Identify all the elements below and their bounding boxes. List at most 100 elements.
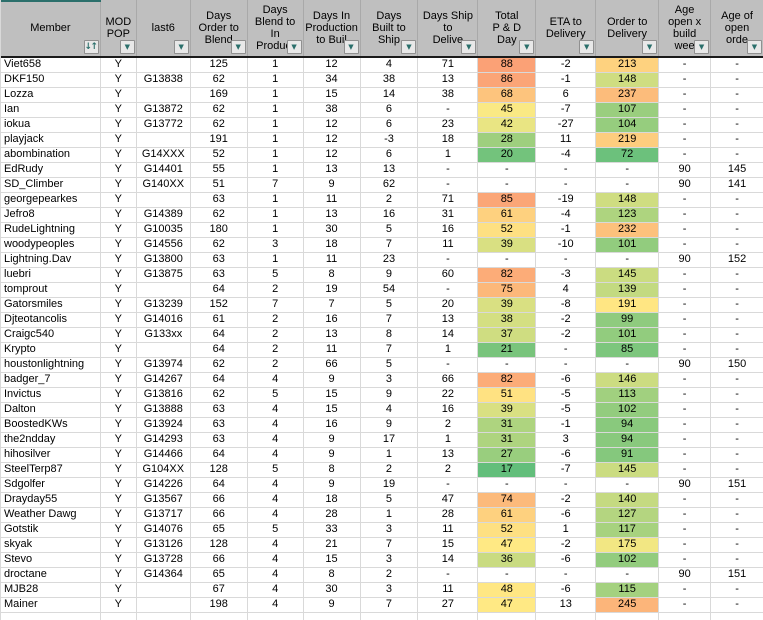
cell-order-to-delivery[interactable]: 219 xyxy=(596,133,660,147)
cell-age-of-open-order[interactable]: - xyxy=(735,403,739,415)
cell-days-order-to-blend[interactable]: 62 xyxy=(191,238,248,252)
member-cell[interactable]: georgepearkes xyxy=(1,193,101,207)
member-cell[interactable]: MJB28 xyxy=(1,583,101,597)
filter-button-last6[interactable]: ▼ xyxy=(173,40,189,54)
cell-days-ship-to-delivery[interactable]: 71 xyxy=(418,193,479,207)
cell-days-built-to-ship[interactable]: 54 xyxy=(361,283,419,297)
cell-days-order-to-blend[interactable]: 63 xyxy=(191,268,248,282)
cell-days-ship-to-delivery[interactable]: 60 xyxy=(418,268,479,282)
cell-eta-to-delivery[interactable]: -6 xyxy=(536,553,597,567)
cell-age-of-open-order[interactable]: 151 xyxy=(727,568,747,580)
cell-age-open-x-build-weeks[interactable]: - xyxy=(659,148,712,162)
cell-last6[interactable]: G13717 xyxy=(137,508,191,522)
cell-days-ship-to-delivery[interactable]: 31 xyxy=(418,208,479,222)
cell-days-order-to-blend[interactable]: 63 xyxy=(191,253,248,267)
cell-days-blend-to-in-production[interactable]: 1 xyxy=(248,163,304,177)
cell-order-to-delivery[interactable]: 99 xyxy=(596,313,660,327)
cell-order-to-delivery[interactable]: 140 xyxy=(596,493,660,507)
cell-eta-to-delivery[interactable]: - xyxy=(536,163,597,177)
cell-last6[interactable]: G13875 xyxy=(137,268,191,282)
cell-last6[interactable]: G104XX xyxy=(137,463,191,477)
cell-eta-to-delivery[interactable]: - xyxy=(536,568,597,582)
cell-days-built-to-ship[interactable]: 23 xyxy=(361,253,419,267)
cell-mod-pop[interactable]: Y xyxy=(101,178,137,192)
cell-order-to-delivery[interactable]: - xyxy=(596,178,660,192)
cell-last6[interactable]: G140XX xyxy=(137,178,191,192)
cell-age-of-open-order[interactable]: - xyxy=(735,313,739,325)
cell-mod-pop[interactable]: Y xyxy=(101,193,137,207)
cell-age-of-open-order[interactable]: - xyxy=(735,208,739,220)
cell-age-open-x-build-weeks[interactable]: 90 xyxy=(659,358,712,372)
cell-days-ship-to-delivery[interactable]: 1 xyxy=(418,433,479,447)
cell-days-blend-to-in-production[interactable]: 4 xyxy=(248,418,304,432)
cell-age-open-x-build-weeks[interactable]: - xyxy=(659,313,712,327)
cell-age-of-open-order[interactable]: - xyxy=(735,343,739,355)
cell-age-of-open-order[interactable]: - xyxy=(735,133,739,145)
cell-days-built-to-ship[interactable]: 13 xyxy=(361,163,419,177)
cell-eta-to-delivery[interactable]: -6 xyxy=(536,448,597,462)
cell-days-built-to-ship[interactable]: 7 xyxy=(361,238,419,252)
cell-days-built-to-ship[interactable]: 16 xyxy=(361,208,419,222)
cell-age-open-x-build-weeks[interactable]: - xyxy=(659,403,712,417)
cell-last6[interactable]: G13924 xyxy=(137,418,191,432)
cell-days-in-production-to-build[interactable]: 18 xyxy=(304,238,361,252)
cell-mod-pop[interactable]: Y xyxy=(101,103,137,117)
cell-days-in-production-to-build[interactable]: 9 xyxy=(304,478,361,492)
cell-days-in-production-to-build[interactable]: 16 xyxy=(304,418,361,432)
cell-days-in-production-to-build[interactable]: 9 xyxy=(304,178,361,192)
cell-eta-to-delivery[interactable]: 1 xyxy=(536,523,597,537)
member-cell[interactable]: woodypeoples xyxy=(1,238,101,252)
cell-age-open-x-build-weeks[interactable]: - xyxy=(659,388,712,402)
cell-total-p-and-d-days[interactable]: 47 xyxy=(478,598,537,612)
cell-days-blend-to-in-production[interactable]: 5 xyxy=(248,523,304,537)
member-cell[interactable]: Sdgolfer xyxy=(1,478,101,492)
cell-days-built-to-ship[interactable]: 3 xyxy=(361,523,419,537)
cell-mod-pop[interactable]: Y xyxy=(101,388,137,402)
cell-age-of-open-order[interactable]: - xyxy=(735,523,739,535)
cell-order-to-delivery[interactable]: 145 xyxy=(596,268,660,282)
cell-days-order-to-blend[interactable]: 62 xyxy=(191,388,248,402)
cell-age-of-open-order[interactable]: 151 xyxy=(727,478,747,490)
member-cell[interactable]: Invictus xyxy=(1,388,101,402)
cell-order-to-delivery[interactable]: 191 xyxy=(596,298,660,312)
cell-last6[interactable]: G13239 xyxy=(137,298,191,312)
cell-last6[interactable]: G14293 xyxy=(137,433,191,447)
cell-days-blend-to-in-production[interactable]: 4 xyxy=(248,373,304,387)
cell-days-built-to-ship[interactable]: 7 xyxy=(361,598,419,612)
cell-order-to-delivery[interactable]: 102 xyxy=(596,553,660,567)
cell-days-ship-to-delivery[interactable]: 14 xyxy=(418,553,479,567)
cell-days-ship-to-delivery[interactable]: 71 xyxy=(418,58,479,72)
empty-cell[interactable] xyxy=(711,613,763,620)
cell-days-built-to-ship[interactable]: 7 xyxy=(361,313,419,327)
cell-last6[interactable]: G14389 xyxy=(137,208,191,222)
cell-days-in-production-to-build[interactable]: 33 xyxy=(304,523,361,537)
cell-days-blend-to-in-production[interactable]: 4 xyxy=(248,478,304,492)
cell-eta-to-delivery[interactable]: - xyxy=(536,253,597,267)
cell-age-of-open-order[interactable]: - xyxy=(735,538,739,550)
cell-last6[interactable] xyxy=(137,343,191,357)
cell-last6[interactable]: G13126 xyxy=(137,538,191,552)
cell-age-open-x-build-weeks[interactable]: - xyxy=(659,493,712,507)
cell-age-open-x-build-weeks[interactable]: 90 xyxy=(659,253,712,267)
cell-eta-to-delivery[interactable]: - xyxy=(536,343,597,357)
cell-age-open-x-build-weeks[interactable]: - xyxy=(659,268,712,282)
cell-days-in-production-to-build[interactable]: 15 xyxy=(304,403,361,417)
cell-days-blend-to-in-production[interactable]: 4 xyxy=(248,598,304,612)
member-cell[interactable]: Ian xyxy=(1,103,101,117)
cell-days-built-to-ship[interactable]: 14 xyxy=(361,88,419,102)
cell-mod-pop[interactable]: Y xyxy=(101,433,137,447)
cell-days-built-to-ship[interactable]: 1 xyxy=(361,448,419,462)
empty-cell[interactable] xyxy=(536,613,597,620)
empty-cell[interactable] xyxy=(1,613,101,620)
cell-last6[interactable]: G13974 xyxy=(137,358,191,372)
cell-days-order-to-blend[interactable]: 180 xyxy=(191,223,248,237)
cell-days-built-to-ship[interactable]: 17 xyxy=(361,433,419,447)
cell-last6[interactable]: G10035 xyxy=(137,223,191,237)
cell-total-p-and-d-days[interactable]: 61 xyxy=(478,508,537,522)
cell-days-ship-to-delivery[interactable]: 13 xyxy=(418,313,479,327)
cell-days-ship-to-delivery[interactable]: 47 xyxy=(418,493,479,507)
cell-age-open-x-build-weeks[interactable]: - xyxy=(659,328,712,342)
cell-age-of-open-order[interactable]: - xyxy=(735,58,739,70)
cell-days-built-to-ship[interactable]: 38 xyxy=(361,73,419,87)
cell-mod-pop[interactable]: Y xyxy=(101,163,137,177)
